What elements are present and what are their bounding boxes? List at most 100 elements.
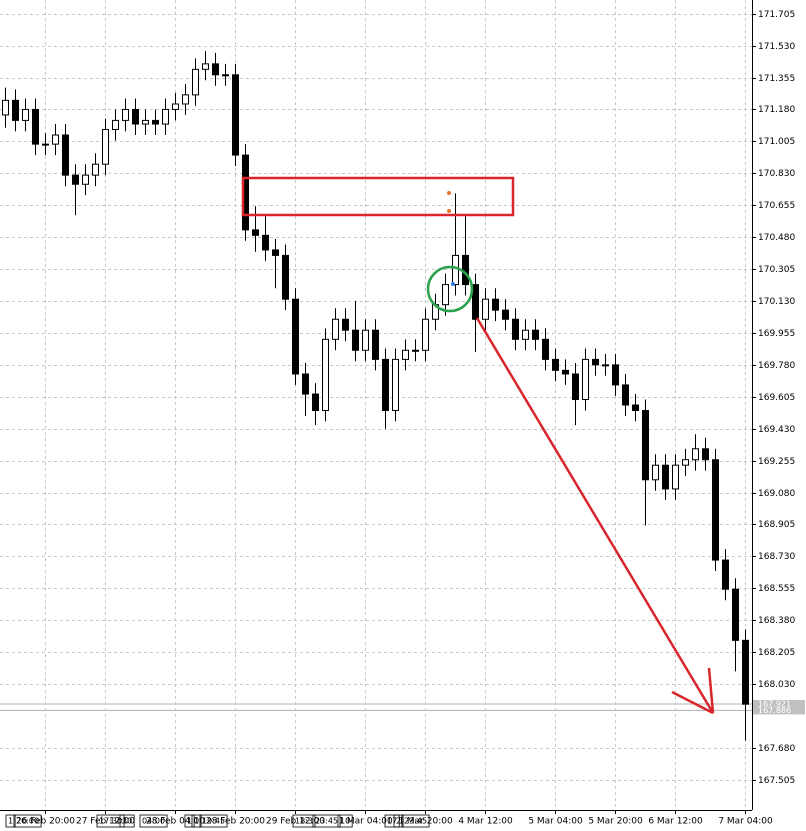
x-tick-label: 4 Mar 12:00 bbox=[458, 817, 513, 827]
candle-body bbox=[482, 298, 489, 320]
y-tick-label: 169.430 bbox=[758, 425, 795, 435]
y-tick-label: 170.655 bbox=[758, 201, 795, 211]
candle-body bbox=[642, 409, 649, 481]
time-marker-box bbox=[199, 814, 228, 828]
candle-body bbox=[452, 254, 459, 286]
candle-body bbox=[302, 373, 309, 395]
candle-body bbox=[292, 298, 299, 375]
time-marker: 23:45 bbox=[315, 817, 338, 826]
time-marker-box bbox=[292, 814, 316, 828]
candle-body bbox=[32, 108, 39, 145]
candle-body bbox=[122, 108, 129, 121]
candle-body bbox=[142, 119, 149, 125]
resistance-box bbox=[241, 176, 515, 217]
y-tick-label: 167.680 bbox=[758, 744, 795, 754]
time-marker: 17 bbox=[387, 817, 397, 826]
time-marker: 18:3 bbox=[295, 817, 313, 826]
candle-body bbox=[472, 284, 479, 320]
candle-body bbox=[252, 229, 259, 236]
y-tick-label: 171.180 bbox=[758, 105, 795, 115]
candle-body bbox=[422, 318, 429, 351]
candle-body bbox=[322, 338, 329, 411]
candle-body bbox=[712, 459, 719, 561]
candle-body bbox=[342, 318, 349, 331]
candle-body bbox=[222, 74, 229, 77]
y-tick-label: 171.355 bbox=[758, 74, 795, 84]
highlight-circle bbox=[426, 265, 474, 313]
candle-body bbox=[132, 108, 139, 125]
candle-body bbox=[382, 358, 389, 411]
candle-body bbox=[332, 318, 339, 340]
time-marker: 1 bbox=[187, 817, 192, 826]
candle-body bbox=[362, 329, 369, 351]
y-tick-label: 171.005 bbox=[758, 137, 795, 147]
y-tick-label: 168.730 bbox=[758, 552, 795, 562]
candle-body bbox=[352, 329, 359, 351]
time-marker-box bbox=[384, 814, 400, 828]
candle-body bbox=[282, 254, 289, 300]
x-tick-label: 27 Feb 12:00 bbox=[76, 817, 135, 827]
candle-body bbox=[742, 639, 749, 705]
arrow-head bbox=[707, 667, 715, 714]
candle-body bbox=[602, 364, 609, 367]
y-tick-label: 168.205 bbox=[758, 648, 795, 658]
y-tick-label: 168.030 bbox=[758, 680, 795, 690]
candle-body bbox=[202, 63, 209, 70]
candle-body bbox=[62, 134, 69, 176]
time-marker-box bbox=[96, 814, 125, 828]
axis: 171.705 171.530 171.355 171.180 171.005 170.8… bbox=[5, 10, 805, 828]
time-marker: 19:45 bbox=[202, 817, 225, 826]
candle-body bbox=[22, 108, 29, 121]
time-marker: 17:30 bbox=[99, 817, 122, 826]
y-tick-label: 170.305 bbox=[758, 265, 795, 275]
y-tick-label: 169.255 bbox=[758, 457, 795, 467]
candle-body bbox=[372, 329, 379, 360]
y-tick-label: 170.130 bbox=[758, 297, 795, 307]
candle-body bbox=[82, 174, 89, 185]
candle-body bbox=[272, 249, 279, 256]
y-tick-label: 171.705 bbox=[758, 10, 795, 20]
time-marker-box bbox=[337, 814, 353, 828]
candle-body bbox=[112, 119, 119, 131]
x-tick-label: 28 Feb 20:00 bbox=[206, 817, 265, 827]
arrow-head bbox=[671, 690, 714, 715]
candle-body bbox=[672, 464, 679, 490]
time-marker-box bbox=[184, 814, 195, 828]
y-tick-label: 169.955 bbox=[758, 329, 795, 339]
candle-body bbox=[702, 448, 709, 461]
candle-body bbox=[232, 74, 239, 156]
time-marker-box bbox=[393, 814, 404, 828]
candle-body bbox=[662, 464, 669, 490]
y-tick-label: 167.505 bbox=[758, 776, 795, 786]
candle-body bbox=[652, 464, 659, 481]
y-tick-label: 169.080 bbox=[758, 489, 795, 499]
price-label: 167.886 bbox=[758, 706, 791, 715]
y-tick-label: 169.605 bbox=[758, 393, 795, 403]
candle-body bbox=[562, 369, 569, 375]
x-tick-label: 26 Feb 20:00 bbox=[16, 817, 75, 827]
candle-body bbox=[402, 349, 409, 360]
y-tick-label: 168.380 bbox=[758, 616, 795, 626]
time-marker: 20:00 bbox=[16, 817, 39, 826]
candle-body bbox=[152, 119, 159, 125]
candle-body bbox=[72, 174, 79, 185]
candle-body bbox=[312, 393, 319, 411]
time-marker: 10 bbox=[340, 817, 350, 826]
annotations bbox=[241, 176, 715, 715]
y-tick-label: 168.905 bbox=[758, 520, 795, 530]
time-marker-box bbox=[119, 814, 135, 828]
y-tick-label: 169.780 bbox=[758, 361, 795, 371]
candle-body bbox=[552, 358, 559, 371]
marker-dot bbox=[447, 191, 451, 195]
y-tick-label: 168.555 bbox=[758, 584, 795, 594]
candle-body bbox=[512, 318, 519, 340]
x-tick-label: 5 Mar 20:00 bbox=[588, 817, 643, 827]
time-marker: 30 bbox=[122, 817, 132, 826]
marker-dot bbox=[447, 209, 451, 213]
x-tick-label: 6 Mar 12:00 bbox=[648, 817, 703, 827]
time-marker-box bbox=[5, 814, 16, 828]
y-tick-label: 170.480 bbox=[758, 233, 795, 243]
x-tick-label: 1 Mar 20:00 bbox=[398, 817, 453, 827]
